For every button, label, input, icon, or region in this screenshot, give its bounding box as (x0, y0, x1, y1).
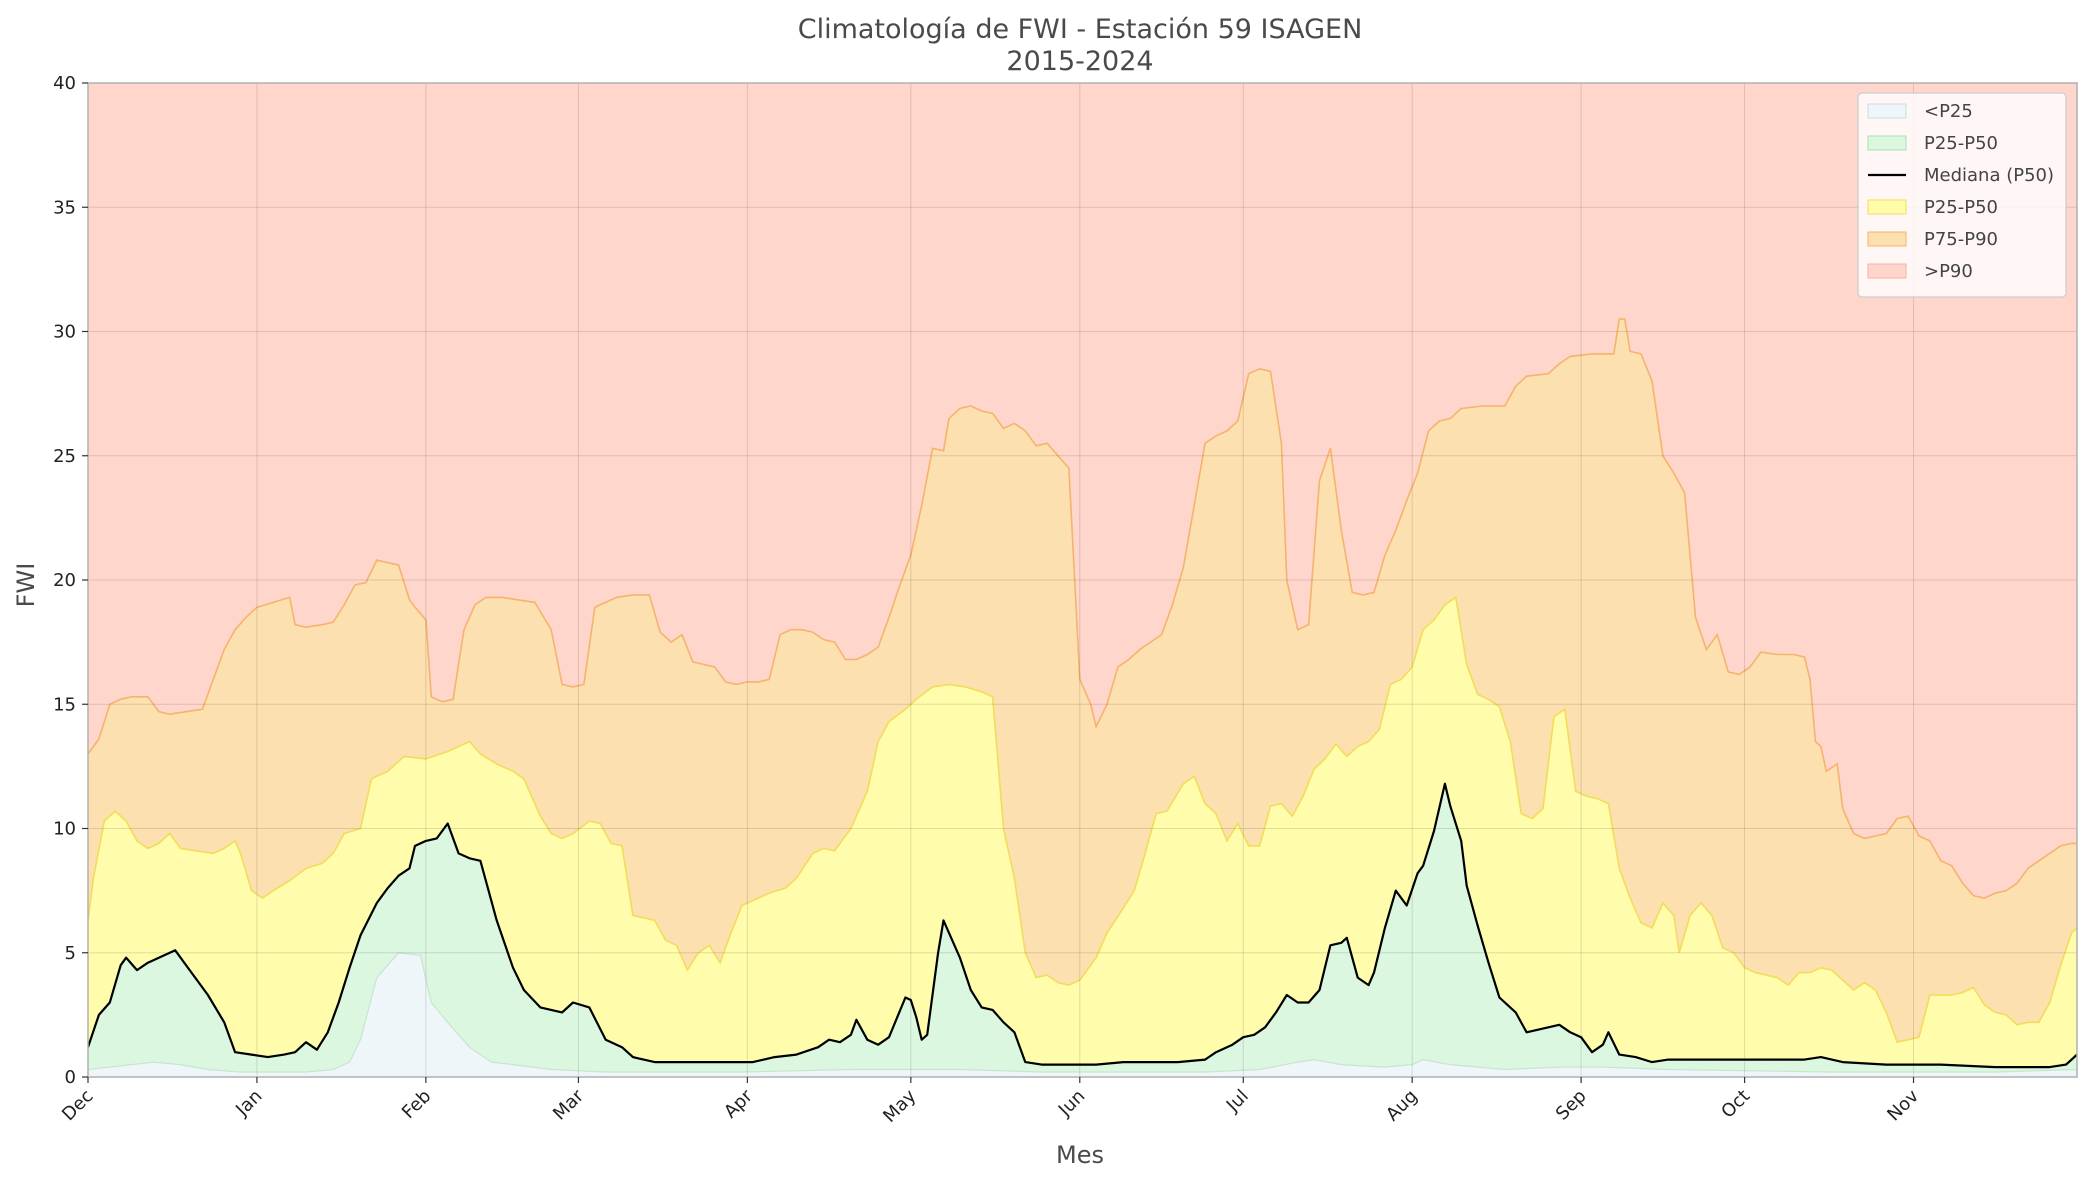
y-tick-label: 0 (65, 1067, 76, 1088)
y-axis-label: FWI (12, 563, 40, 608)
y-tick-label: 25 (53, 446, 76, 467)
y-tick-label: 30 (53, 322, 76, 343)
legend-label: P25-P50 (1924, 133, 1998, 154)
x-tick-label: Apr (720, 1085, 757, 1122)
x-tick-label: Jul (1222, 1086, 1253, 1117)
x-tick-label: Oct (1717, 1086, 1754, 1123)
y-tick-label: 35 (53, 197, 76, 218)
p75-edge-line (88, 596, 2077, 1044)
x-tick-label: Mar (549, 1085, 588, 1124)
x-axis-ticks: Dec Jan Feb Mar Apr May Jun Jul Aug Sep Oct Nov (58, 1077, 1923, 1127)
x-tick-label: Sep (1552, 1086, 1591, 1125)
y-tick-label: 15 (53, 694, 76, 715)
legend-label: >P90 (1924, 261, 1973, 282)
chart-subtitle: 2015-2024 (1006, 46, 1153, 77)
legend-swatch (1867, 263, 1907, 279)
legend-label: Mediana (P50) (1924, 165, 2054, 186)
grid-lines (88, 83, 2077, 1077)
p90-edge-line (88, 318, 2077, 899)
x-tick-label: Jan (231, 1086, 266, 1121)
legend: <P25 P25-P50 Mediana (P50) P25-P50 P75-P90 >P… (1857, 92, 2067, 298)
legend-swatch (1867, 199, 1907, 215)
chart-title: Climatología de FWI - Estación 59 ISAGEN (798, 14, 1363, 45)
x-tick-label: Dec (58, 1086, 97, 1125)
x-tick-label: Feb (398, 1086, 435, 1123)
x-tick-label: May (879, 1085, 920, 1126)
legend-swatch (1867, 103, 1907, 119)
y-tick-label: 40 (53, 73, 76, 94)
legend-swatch (1867, 135, 1907, 151)
x-axis-label: Mes (1056, 1141, 1104, 1169)
legend-label: P25-P50 (1924, 197, 1998, 218)
x-tick-label: Nov (1883, 1085, 1923, 1125)
y-axis-ticks: 0 5 10 15 20 25 30 35 40 (53, 73, 88, 1088)
y-tick-label: 5 (65, 943, 76, 964)
median-layer (88, 782, 2077, 1069)
y-tick-label: 20 (53, 570, 76, 591)
band-p25-p50 (88, 783, 2077, 1077)
y-tick-label: 10 (53, 819, 76, 840)
p25-edge-line (88, 952, 2077, 1073)
percentile-bands (88, 83, 2077, 1077)
legend-label: <P25 (1924, 101, 1973, 122)
x-tick-label: Aug (1382, 1086, 1422, 1126)
legend-label: P75-P90 (1924, 229, 1998, 250)
legend-box (1857, 92, 2067, 298)
legend-swatch (1867, 231, 1907, 247)
median-line (88, 782, 2077, 1069)
band-p50-p75 (88, 597, 2077, 1077)
x-tick-label: Jun (1054, 1086, 1089, 1121)
